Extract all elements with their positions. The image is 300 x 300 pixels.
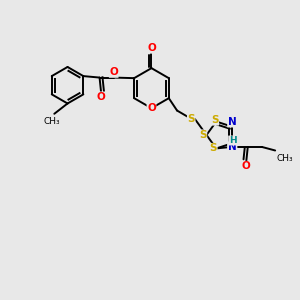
Text: O: O (147, 103, 156, 113)
Text: O: O (242, 161, 251, 171)
Text: S: S (188, 114, 195, 124)
Text: CH₃: CH₃ (277, 154, 293, 163)
Text: O: O (96, 92, 105, 102)
Text: O: O (147, 43, 156, 53)
Text: N: N (228, 117, 236, 127)
Text: H: H (229, 136, 236, 145)
Text: S: S (199, 130, 207, 140)
Text: N: N (228, 142, 237, 152)
Text: CH₃: CH₃ (44, 117, 60, 126)
Text: S: S (211, 115, 218, 125)
Text: O: O (109, 67, 118, 77)
Text: N: N (228, 143, 236, 153)
Text: S: S (210, 143, 217, 153)
